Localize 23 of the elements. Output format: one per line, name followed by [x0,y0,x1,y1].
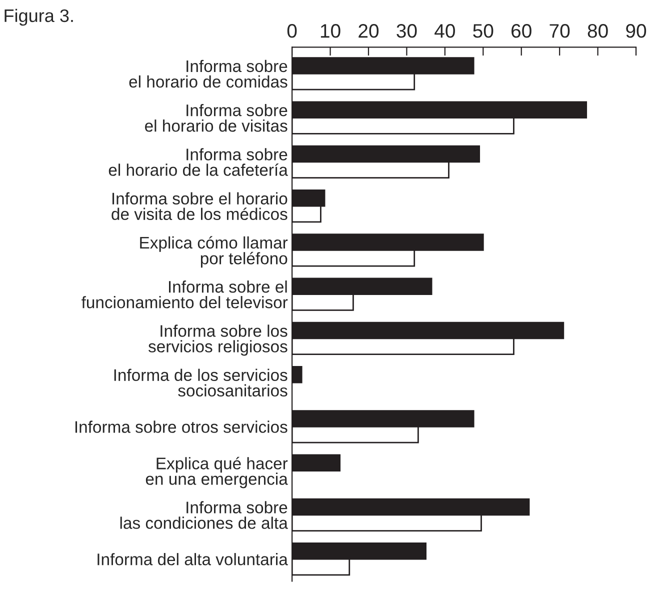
x-tick-label: 20 [358,24,379,38]
x-tick-label: 40 [434,24,455,38]
y-tick-label: Informa del alta voluntaria [98,553,288,566]
x-tick-label: 50 [473,24,494,38]
y-tick-label: Informa sobre el funcionamiento del televisor [82,280,288,308]
y-tick-label: Informa sobre el horario de la cafetería [108,148,288,176]
x-tick-label: 30 [396,24,417,38]
x-tick-label: 70 [550,24,570,38]
y-tick-label: Informa sobre el horario de comidas [129,60,288,88]
x-tick-label: 0 [287,24,297,38]
y-tick-label: Explica cómo llamar por teléfono [140,236,288,268]
x-tick-label: 90 [626,24,646,38]
x-tick-label: 60 [512,24,532,38]
y-tick-label: Informa sobre el horario de visita de los médicos [112,192,288,220]
y-tick-label: Informa sobre las condiciones de alta [120,501,288,529]
y-tick-label: Informa sobre otros servicios [75,420,288,433]
y-tick-label: Informa de los servicios sociosanitarios [114,368,288,397]
y-tick-label: Informa sobre los servicios religiosos [148,324,288,356]
text: Figura 3. [4,8,73,26]
x-tick-label: 10 [320,24,340,38]
y-tick-label: Informa sobre el horario de visitas [145,104,288,132]
y-tick-label: Explica qué hacer en una emergencia [146,456,288,488]
x-tick-label: 80 [588,24,608,38]
